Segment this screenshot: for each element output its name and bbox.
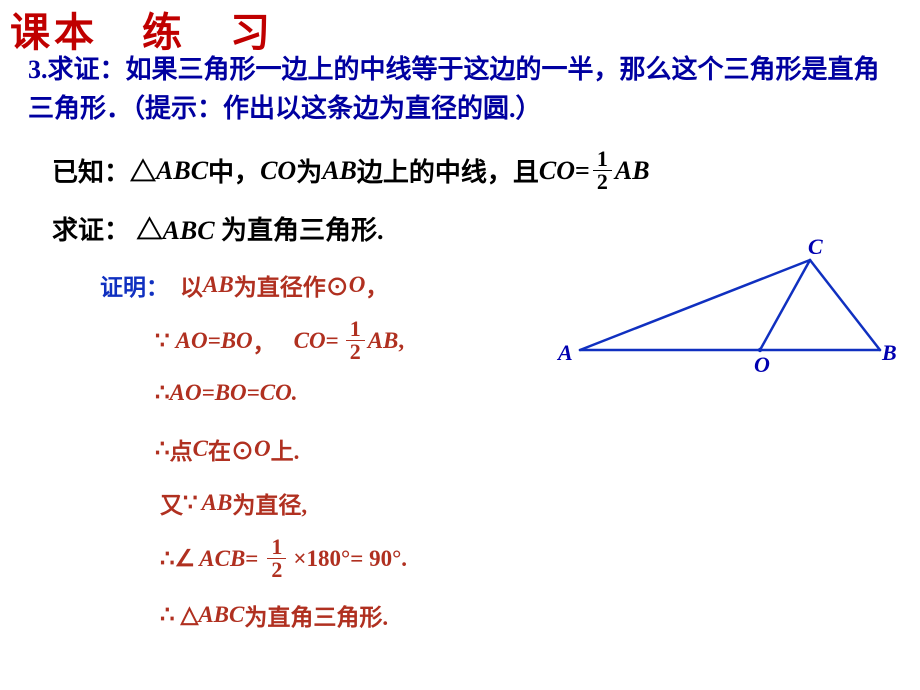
proof-line-1: 以 AB 为直径作⊙ O ， xyxy=(180,268,388,302)
l1d: O xyxy=(349,272,366,298)
l2a: AO=BO xyxy=(176,328,253,354)
angle-sym: ∠ xyxy=(175,546,196,572)
fraction-half: 1 2 xyxy=(593,148,612,193)
l2d: = xyxy=(326,328,339,354)
frac2-den: 2 xyxy=(346,341,365,363)
prove-suffix: 为直角三角形. xyxy=(221,216,384,245)
l1e: ， xyxy=(365,268,388,302)
proof-line-3: ∴ AO=BO=CO. xyxy=(155,380,297,406)
therefore-4: ∴ xyxy=(160,602,175,628)
l5c: 为直径, xyxy=(232,486,307,520)
l1b: AB xyxy=(203,272,234,298)
given-mid2: 为 xyxy=(296,152,322,189)
proof-line-2: ∵ AO=BO ， CO = 1 2 AB , xyxy=(155,318,404,363)
l7a: △ xyxy=(181,602,199,628)
frac3-den: 2 xyxy=(267,559,286,581)
frac2-num: 1 xyxy=(346,318,365,341)
l6b: = xyxy=(245,546,258,572)
l2f: , xyxy=(398,328,404,354)
given-prefix: 已知：△ xyxy=(52,152,156,189)
l4c: 在⊙ xyxy=(208,432,254,466)
frac-den: 2 xyxy=(593,171,612,193)
therefore-2: ∴ xyxy=(155,436,170,462)
l5b: AB xyxy=(202,490,233,516)
l4d: O xyxy=(254,436,271,462)
vertex-label-o: O xyxy=(754,352,770,378)
given-co2: CO xyxy=(539,156,575,186)
l4a: 点 xyxy=(170,432,193,466)
l1a: 以 xyxy=(180,268,203,302)
proof-line-6: ∴ ∠ ACB = 1 2 ×180°= 90°. xyxy=(160,536,407,581)
problem-statement: 3.求证：如果三角形一边上的中线等于这边的一半，那么这个三角形是直角三角形．（提… xyxy=(28,50,898,128)
l1c: 为直径作⊙ xyxy=(234,268,349,302)
proof-label: 证明： xyxy=(100,268,169,302)
prove-prefix: 求证： △ xyxy=(52,216,163,245)
proof-line-5: 又 ∵ AB 为直径, xyxy=(160,486,307,520)
l7c: 为直角三角形. xyxy=(244,598,388,632)
l4e: 上. xyxy=(271,432,300,466)
therefore-1: ∴ xyxy=(155,380,170,406)
prove-line: 求证： △ABC 为直角三角形. xyxy=(52,210,384,247)
given-eq: = xyxy=(575,156,590,186)
frac-num: 1 xyxy=(593,148,612,171)
l2e: AB xyxy=(368,328,399,354)
proof-line-7: ∴ △ ABC 为直角三角形. xyxy=(160,598,388,632)
vertex-label-b: B xyxy=(882,340,897,366)
given-abc: ABC xyxy=(156,156,208,186)
l6a: ACB xyxy=(199,546,245,572)
given-ab: AB xyxy=(322,156,357,186)
fraction-half-3: 1 2 xyxy=(267,536,286,581)
l2c: CO xyxy=(294,328,326,354)
frac3-num: 1 xyxy=(267,536,286,559)
triangle-svg xyxy=(560,250,900,380)
fraction-half-2: 1 2 xyxy=(346,318,365,363)
l5a: 又 xyxy=(160,486,183,520)
given-ab2: AB xyxy=(615,156,650,186)
l3: AO=BO=CO. xyxy=(170,380,298,406)
given-mid1: 中， xyxy=(208,152,260,189)
triangle-diagram: A B C O xyxy=(560,250,900,380)
given-line: 已知：△ ABC 中， CO 为 AB 边上的中线，且 CO = 1 2 AB xyxy=(52,148,650,193)
l6c: ×180°= 90°. xyxy=(293,546,407,572)
because-1: ∵ xyxy=(155,328,170,354)
l2b: ， xyxy=(253,324,276,358)
l7b: ABC xyxy=(198,602,244,628)
l4b: C xyxy=(193,436,208,462)
given-mid3: 边上的中线，且 xyxy=(357,152,539,189)
because-2: ∵ xyxy=(183,490,198,516)
given-co: CO xyxy=(260,156,296,186)
vertex-label-c: C xyxy=(808,234,823,260)
vertex-label-a: A xyxy=(558,340,573,366)
slide: 课本 练 习 3.求证：如果三角形一边上的中线等于这边的一半，那么这个三角形是直… xyxy=(0,0,920,690)
prove-abc: ABC xyxy=(163,216,222,245)
proof-line-4: ∴ 点 C 在⊙ O 上. xyxy=(155,432,299,466)
therefore-3: ∴ xyxy=(160,546,175,572)
